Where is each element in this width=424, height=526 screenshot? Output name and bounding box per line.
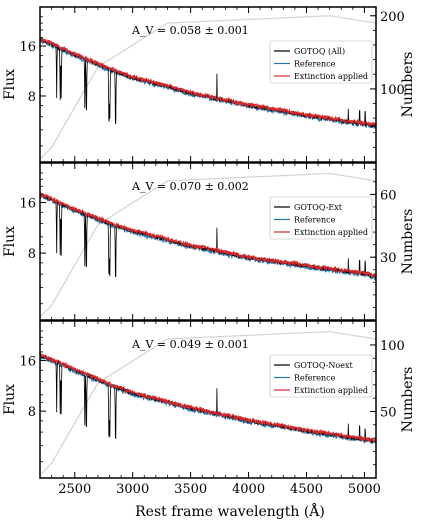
y-tick-label: 8 [28, 90, 36, 105]
panel-3: 2500 3000 3500 4000 4500 5000 16 8 100 50 Flux Numb… [2, 320, 416, 497]
x-tick-label: 3500 [174, 482, 207, 497]
numbers-curve [40, 172, 376, 318]
axes-frame [39, 6, 377, 163]
y-right-axis-label: Numbers [400, 367, 416, 433]
legend-box [269, 354, 373, 398]
y-tick-label: 16 [19, 40, 36, 55]
y-right-tick-label: 100 [380, 339, 405, 354]
y-axis-label: Flux [2, 226, 18, 257]
x-tick-label: 3000 [116, 482, 149, 497]
plot-area [40, 7, 376, 162]
y-tick-label: 8 [28, 405, 36, 420]
legend-label: Extinction applied [294, 72, 368, 81]
legend-label: GOTOQ (All) [294, 47, 345, 56]
legend-box [269, 196, 373, 240]
legend-label: Reference [294, 60, 336, 69]
legend-label: Extinction applied [294, 228, 368, 237]
x-tick-label: 5000 [348, 482, 381, 497]
numbers-curve [40, 15, 376, 160]
numbers-curve [40, 331, 376, 476]
y-tick-label: 16 [19, 197, 36, 212]
y-right-tick-label: 200 [380, 10, 405, 25]
axes-frame [39, 162, 377, 321]
y-right-tick-label: 100 [380, 83, 405, 98]
y-right-tick-label: 60 [380, 188, 397, 203]
y-right-axis-label: Numbers [400, 52, 416, 118]
legend-label: GOTOQ-Noext [294, 361, 353, 370]
legend-label: Extinction applied [294, 386, 368, 395]
legend-label: GOTOQ-Ext [294, 203, 343, 212]
x-axis-label: Rest frame wavelength (Å) [135, 502, 325, 520]
legend: GOTOQ-Ext Reference Extinction applied [269, 196, 373, 240]
legend: GOTOQ-Noext Reference Extinction applied [269, 354, 373, 398]
plot-area [40, 163, 376, 320]
legend: GOTOQ (All) Reference Extinction applied [269, 40, 373, 84]
y-axis-label: Flux [2, 384, 18, 415]
legend-box [269, 40, 373, 84]
y-axis-label: Flux [2, 69, 18, 100]
plot-area [40, 321, 376, 478]
y-right-tick-label: 50 [380, 405, 397, 420]
panel-1: 16 8 200 100 Flux Numbers A_V = 0.058 ± 0.001 G… [2, 6, 416, 163]
av-annotation: A_V = 0.049 ± 0.001 [131, 338, 249, 351]
legend-label: Reference [294, 216, 336, 225]
av-annotation: A_V = 0.070 ± 0.002 [131, 180, 249, 193]
y-tick-label: 16 [19, 355, 36, 370]
extinction-spectrum [40, 191, 376, 279]
extinction-spectrum [40, 37, 376, 127]
axes-frame [39, 320, 377, 479]
y-right-axis-label: Numbers [400, 209, 416, 275]
av-annotation: A_V = 0.058 ± 0.001 [131, 24, 249, 37]
panel-2: 16 8 60 30 Flux Numbers A_V = 0.070 ± 0.002 GOT… [2, 162, 416, 321]
x-tick-label: 4000 [232, 482, 265, 497]
x-tick-label: 2500 [58, 482, 91, 497]
x-tick-label: 4500 [290, 482, 323, 497]
extinction-spectrum [40, 353, 376, 444]
y-tick-label: 8 [28, 247, 36, 262]
legend-label: Reference [294, 374, 336, 383]
y-right-tick-label: 30 [380, 251, 397, 266]
